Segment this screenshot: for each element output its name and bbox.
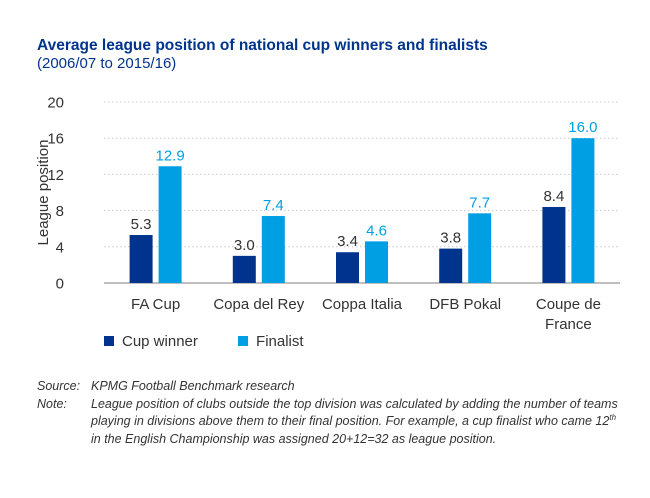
data-label-cup-winner-0: 5.3 [131,216,152,233]
chart-title: Average league position of national cup … [37,37,488,54]
legend-label-finalist: Finalist [256,333,304,350]
note-text: League position of clubs outside the top… [91,396,627,449]
x-tick-label-1-0: Copa del Rey [213,296,304,313]
legend-swatch-cup-winner [104,336,114,346]
x-tick-label-2-0: Coppa Italia [322,296,403,313]
y-tick-label-12: 12 [47,167,64,184]
x-tick-label-4-0: Coupe de [536,296,601,313]
footnotes: Source: KPMG Football Benchmark research… [37,378,627,448]
data-label-finalist-1: 7.4 [263,197,284,214]
bar-finalist-4 [571,138,595,283]
note-label: Note: [37,396,67,411]
x-tick-label-4-1: France [545,316,592,333]
y-tick-label-8: 8 [56,203,64,220]
x-tick-label-3-0: DFB Pokal [429,296,501,313]
bar-finalist-3 [468,213,492,283]
data-label-cup-winner-3: 3.8 [440,230,461,247]
data-label-finalist-3: 7.7 [469,194,490,211]
note-superscript: th [609,412,617,422]
data-label-cup-winner-4: 8.4 [543,188,564,205]
bar-cup-winner-1 [232,255,256,283]
x-tick-label-0-0: FA Cup [131,296,180,313]
data-label-finalist-0: 12.9 [155,147,184,164]
chart-legend: Cup winner Finalist [104,333,340,350]
source-text: KPMG Football Benchmark research [91,379,295,393]
y-tick-label-0: 0 [56,276,64,293]
source-label: Source: [37,379,81,393]
legend-item-cup-winner: Cup winner [104,333,198,350]
legend-item-finalist: Finalist [238,333,304,350]
y-tick-label-20: 20 [47,95,64,112]
y-tick-label-4: 4 [56,239,64,256]
data-label-finalist-4: 16.0 [568,119,597,136]
bar-finalist-0 [158,166,182,283]
bar-cup-winner-2 [336,252,359,283]
note-text-part-2: in the English Championship was assigned… [91,431,497,446]
legend-swatch-finalist [238,336,249,346]
data-label-cup-winner-1: 3.0 [234,237,255,254]
note-text-part-1: League position of clubs outside the top… [91,396,618,429]
bar-finalist-1 [261,216,285,283]
source-note: Source: KPMG Football Benchmark research [37,378,627,396]
bar-chart: 0 4 8 12 16 20 League position 5.3 12.9 FA Cup 3.0… [35,95,620,333]
bar-cup-winner-3 [439,248,463,283]
y-tick-label-16: 16 [47,131,64,148]
legend-label-cup-winner: Cup winner [122,333,198,350]
bar-cup-winner-0 [129,235,153,283]
data-label-cup-winner-2: 3.4 [337,233,358,250]
y-axis-label: League position [35,140,52,246]
methodology-note: Note: League position of clubs outside t… [37,396,627,449]
data-label-finalist-2: 4.6 [366,222,387,239]
chart-subtitle: (2006/07 to 2015/16) [37,55,177,72]
bar-finalist-2 [365,241,388,283]
bar-cup-winner-4 [542,206,566,283]
